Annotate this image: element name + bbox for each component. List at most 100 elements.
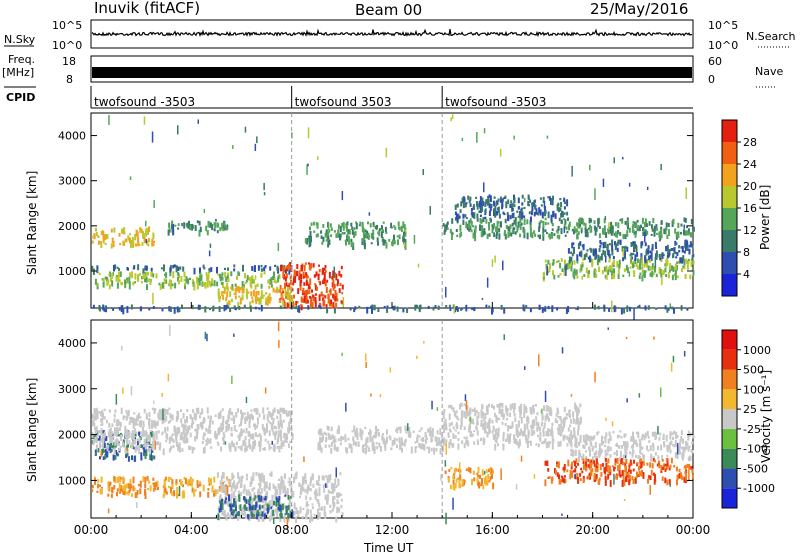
data-cell [162,494,165,499]
data-cell [203,446,206,454]
data-cell [489,429,491,433]
data-cell [551,223,554,227]
data-cell [570,261,572,266]
station-title: Inuvik (fitACF) [94,0,200,17]
data-cell [305,516,308,520]
data-cell [124,485,127,491]
data-cell [335,292,338,299]
data-cell [156,420,159,426]
data-cell [309,481,312,487]
data-cell [122,485,125,492]
data-cell [221,503,224,510]
data-cell [472,225,475,228]
data-cell [258,298,261,305]
data-cell [660,270,663,274]
data-cell [692,226,695,232]
data-cell [118,428,121,431]
data-cell [622,257,625,262]
data-cell [688,231,691,236]
nsky-label: N.Sky [4,33,36,46]
data-cell [629,459,632,466]
data-cell [551,305,554,313]
data-cell [345,402,347,412]
data-cell [150,444,153,448]
data-cell [219,503,222,508]
data-cell [266,503,269,508]
data-cell [331,434,334,439]
data-cell [254,425,257,430]
data-cell [319,444,322,451]
data-cell [664,305,667,310]
data-cell [496,200,499,205]
data-cell [430,430,433,436]
data-cell [576,222,579,227]
data-cell [239,515,242,519]
data-cell [520,455,523,462]
data-cell [152,232,155,240]
colorbar-tick-label: 100 [743,383,764,396]
data-cell [129,233,132,236]
data-cell [382,221,385,224]
data-cell [612,256,615,260]
data-cell [167,373,170,382]
data-cell [643,228,646,233]
data-cell [523,197,526,203]
data-cell [604,467,607,475]
data-cell [532,420,535,426]
data-cell [333,443,336,451]
data-cell [515,428,518,435]
data-cell [678,445,681,453]
data-cell [682,265,685,268]
data-cell [630,242,633,247]
data-cell [182,424,185,429]
data-cell [658,464,661,469]
data-cell [272,431,275,436]
data-cell [585,463,588,471]
data-cell [445,443,447,455]
data-cell [326,499,328,505]
data-cell [237,481,240,484]
data-cell [225,421,227,425]
colorbar-segment [722,409,737,429]
data-cell [644,305,647,309]
data-cell [258,307,261,310]
data-cell [541,307,544,313]
data-cell [598,443,601,450]
data-cell [208,270,210,279]
data-cell [322,476,325,481]
data-cell [170,445,173,450]
data-cell [265,512,268,515]
data-cell [505,201,508,209]
data-cell [302,273,305,279]
data-cell [163,490,166,496]
data-cell [609,446,612,451]
data-cell [230,485,233,492]
data-cell [639,458,642,463]
data-cell [481,469,484,476]
data-cell [288,291,290,295]
data-cell [602,178,605,187]
data-cell [327,231,330,237]
data-cell [641,461,644,464]
data-cell [333,266,335,278]
data-cell [283,505,286,509]
data-cell [637,431,640,439]
data-cell [511,230,514,233]
data-cell [501,198,504,202]
data-cell [552,270,554,276]
data-cell [317,442,320,449]
nsky-tick-bottom: 10^0 [52,39,82,52]
data-cell [279,502,282,506]
data-cell [133,428,136,434]
data-cell [148,278,150,282]
data-cell [404,425,407,428]
data-cell [619,456,621,462]
data-cell [541,412,544,418]
data-cell [668,468,671,471]
data-cell [587,464,590,468]
data-cell [604,475,607,480]
data-cell [530,210,533,216]
data-cell [336,283,339,287]
data-cell [666,454,669,457]
data-cell [547,405,550,412]
